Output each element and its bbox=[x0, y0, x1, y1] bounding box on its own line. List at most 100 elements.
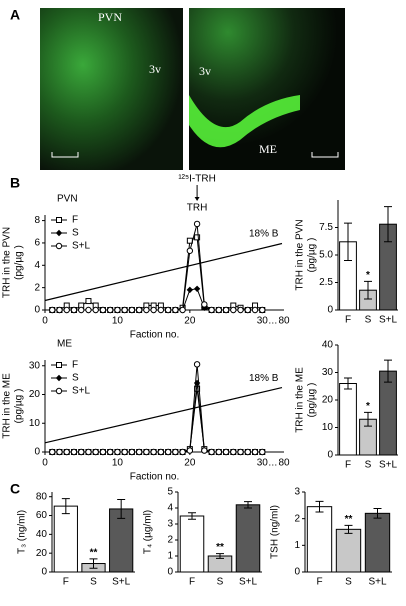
y-tick-label: 40 bbox=[322, 340, 334, 351]
marker bbox=[55, 229, 63, 237]
error-bar bbox=[384, 359, 392, 383]
marker bbox=[259, 448, 266, 456]
marker bbox=[70, 306, 78, 314]
x-tick-label: F bbox=[189, 577, 195, 588]
bar bbox=[339, 383, 357, 456]
bar bbox=[53, 505, 78, 573]
marker bbox=[121, 306, 128, 314]
marker bbox=[92, 448, 99, 456]
legend-label: S bbox=[72, 228, 79, 239]
panel-label: A bbox=[10, 7, 20, 23]
marker bbox=[128, 306, 136, 314]
marker bbox=[193, 379, 201, 387]
x-tick-label: F bbox=[345, 460, 351, 471]
y-tick-label: 60 bbox=[36, 510, 48, 521]
marker bbox=[193, 285, 201, 292]
marker bbox=[259, 306, 266, 314]
marker bbox=[251, 306, 259, 314]
image-label: PVN bbox=[98, 10, 122, 24]
significance: ** bbox=[216, 542, 224, 553]
marker bbox=[186, 447, 194, 454]
significance: ** bbox=[345, 514, 353, 525]
y-tick-label: 5.0 bbox=[319, 250, 333, 261]
y-tick-label: 5 bbox=[167, 487, 173, 498]
marker bbox=[157, 306, 165, 314]
standard-label: ¹²⁵I-TRH bbox=[178, 174, 215, 185]
y-axis-label: TRH in the PVN bbox=[2, 227, 13, 298]
x-tick-label: 20 bbox=[184, 316, 196, 327]
y-tick-label: 0 bbox=[327, 450, 333, 461]
marker bbox=[237, 306, 244, 314]
marker bbox=[222, 448, 230, 456]
x-tick-label: 30 bbox=[257, 316, 269, 327]
marker bbox=[135, 306, 143, 314]
x-tick-label: 0 bbox=[42, 316, 48, 327]
marker bbox=[92, 306, 99, 314]
series-line bbox=[52, 223, 263, 311]
x-tick-label: S bbox=[365, 315, 372, 326]
scale-bar bbox=[51, 152, 79, 158]
x-tick-label: 10 bbox=[112, 316, 124, 327]
marker bbox=[172, 448, 179, 456]
image-label: 3v bbox=[149, 62, 161, 76]
x-tick-label: S bbox=[345, 577, 352, 588]
y-tick-label: 8 bbox=[34, 215, 40, 226]
marker bbox=[244, 448, 251, 456]
marker bbox=[78, 448, 85, 456]
error-bar bbox=[373, 508, 382, 519]
y-tick-label: 40 bbox=[36, 529, 48, 540]
x-tick-label: S+L bbox=[112, 577, 131, 588]
bar bbox=[335, 528, 362, 573]
scale-bar bbox=[311, 152, 339, 158]
y-tick-label: 30 bbox=[29, 360, 41, 371]
marker bbox=[201, 447, 208, 454]
y-tick-label: 6 bbox=[34, 238, 40, 249]
marker bbox=[179, 306, 186, 314]
x-tick-label: 0 bbox=[42, 458, 48, 469]
peak-label: TRH bbox=[187, 203, 208, 214]
legend-label: S+L bbox=[72, 241, 91, 252]
gradient-line bbox=[44, 387, 283, 444]
x-tick-label: F bbox=[63, 577, 69, 588]
marker bbox=[230, 306, 237, 314]
y-axis-label: TRH in the PVN bbox=[295, 219, 306, 290]
chart-title: ME bbox=[57, 339, 72, 350]
y-tick-label: 20 bbox=[36, 548, 48, 559]
marker bbox=[114, 448, 121, 456]
error-bar bbox=[344, 222, 352, 261]
y-tick-label: 3 bbox=[294, 487, 300, 498]
marker bbox=[164, 306, 172, 314]
y-tick-label: 20 bbox=[322, 395, 334, 406]
marker bbox=[143, 306, 150, 314]
marker bbox=[78, 306, 85, 314]
marker bbox=[56, 217, 62, 223]
y-tick-label: 0 bbox=[327, 305, 333, 316]
y-tick-label: 2.5 bbox=[319, 277, 333, 288]
marker bbox=[244, 306, 251, 314]
y-axis-label: (pg/µg ) bbox=[307, 383, 318, 418]
panel-label: C bbox=[10, 481, 20, 497]
marker bbox=[186, 286, 194, 294]
marker bbox=[85, 448, 92, 456]
marker bbox=[251, 448, 259, 456]
legend-label: F bbox=[72, 215, 78, 226]
legend-label: S bbox=[72, 373, 79, 384]
marker bbox=[49, 448, 56, 456]
micrograph bbox=[40, 8, 183, 170]
x-tick-label: S bbox=[217, 577, 224, 588]
marker bbox=[63, 306, 70, 314]
image-label: 3v bbox=[199, 64, 211, 78]
marker bbox=[55, 242, 63, 250]
y-tick-label: 0 bbox=[167, 567, 173, 578]
marker bbox=[99, 448, 107, 456]
bar bbox=[179, 515, 205, 573]
marker bbox=[56, 362, 62, 368]
error-bar bbox=[344, 524, 353, 534]
marker bbox=[186, 247, 194, 254]
chart-title: PVN bbox=[57, 194, 78, 205]
y-axis-label: TRH in the ME bbox=[295, 367, 306, 433]
y-tick-label: 20 bbox=[29, 389, 41, 400]
marker bbox=[201, 301, 208, 308]
marker bbox=[49, 306, 56, 314]
marker bbox=[55, 387, 63, 395]
